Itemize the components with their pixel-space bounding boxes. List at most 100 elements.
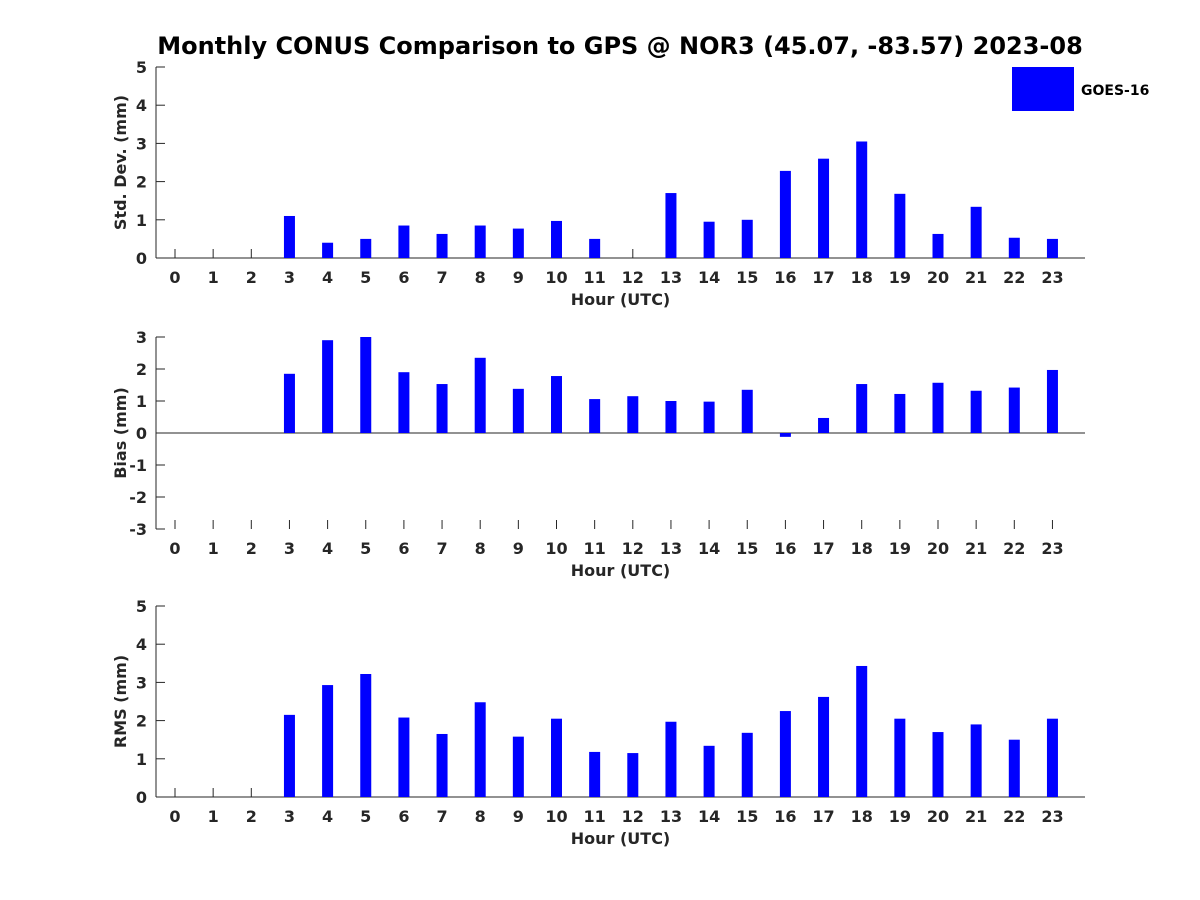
bar-hour-5 [360, 673, 372, 797]
x-tick-label: 15 [736, 268, 758, 287]
bar-hour-23 [1046, 369, 1058, 433]
bar-hour-20 [932, 382, 944, 433]
y-tick-label: 5 [136, 58, 147, 77]
y-tick-label: 3 [136, 328, 147, 347]
x-tick-label: 7 [436, 807, 447, 826]
x-tick-label: 8 [475, 268, 486, 287]
x-tick-label: 17 [812, 268, 834, 287]
x-tick-label: 13 [660, 807, 682, 826]
x-tick-label: 16 [774, 807, 796, 826]
x-tick-label: 4 [322, 807, 333, 826]
x-tick-label: 13 [660, 539, 682, 558]
bar-hour-20 [932, 732, 944, 797]
bar-hour-3 [283, 373, 295, 433]
bar-hour-16 [779, 170, 791, 258]
bar-hour-8 [474, 702, 486, 797]
x-tick-label: 9 [513, 539, 524, 558]
y-axis-label: Std. Dev. (mm) [111, 95, 130, 230]
bar-hour-7 [436, 733, 448, 797]
bar-hour-3 [283, 714, 295, 797]
x-tick-label: 14 [698, 539, 720, 558]
x-tick-label: 14 [698, 268, 720, 287]
y-tick-label: 1 [136, 211, 147, 230]
bar-hour-17 [818, 158, 830, 258]
bar-hour-16 [779, 433, 791, 437]
bar-hour-13 [665, 193, 677, 258]
y-tick-label: 2 [136, 360, 147, 379]
x-tick-label: 15 [736, 539, 758, 558]
bar-hour-6 [398, 372, 410, 433]
x-tick-label: 12 [622, 539, 644, 558]
bar-hour-9 [512, 228, 524, 258]
x-tick-label: 20 [927, 539, 949, 558]
y-axis-label: Bias (mm) [111, 387, 130, 479]
x-tick-label: 21 [965, 807, 987, 826]
x-tick-label: 10 [545, 807, 567, 826]
y-tick-label: 3 [136, 673, 147, 692]
x-tick-label: 20 [927, 268, 949, 287]
bar-hour-7 [436, 233, 448, 258]
y-tick-label: -2 [129, 488, 147, 507]
bar-hour-10 [551, 718, 562, 797]
x-tick-label: 13 [660, 268, 682, 287]
x-tick-label: 14 [698, 807, 720, 826]
x-tick-label: 22 [1003, 807, 1025, 826]
x-tick-label: 0 [169, 268, 180, 287]
x-tick-label: 19 [889, 539, 911, 558]
bar-hour-12 [627, 396, 639, 433]
bar-hour-9 [512, 388, 524, 433]
bar-hour-4 [322, 242, 334, 258]
x-tick-label: 5 [360, 807, 371, 826]
x-tick-label: 23 [1041, 539, 1063, 558]
y-tick-label: 4 [136, 635, 147, 654]
bar-hour-20 [932, 233, 944, 258]
y-tick-label: 5 [136, 597, 147, 616]
bar-hour-14 [703, 401, 715, 433]
y-tick-label: 0 [136, 788, 147, 807]
bar-hour-15 [741, 732, 753, 797]
bar-hour-13 [665, 721, 677, 797]
x-tick-label: 10 [545, 268, 567, 287]
x-tick-label: 4 [322, 268, 333, 287]
bar-hour-17 [818, 696, 830, 797]
x-tick-label: 9 [513, 807, 524, 826]
x-tick-label: 21 [965, 539, 987, 558]
bar-hour-11 [589, 751, 601, 797]
legend: GOES-16 [1012, 67, 1149, 111]
y-tick-label: 4 [136, 96, 147, 115]
bar-hour-11 [589, 238, 601, 258]
x-tick-label: 8 [475, 807, 486, 826]
bar-hour-19 [894, 193, 906, 258]
x-tick-label: 11 [584, 539, 606, 558]
bar-hour-15 [741, 219, 753, 258]
bar-hour-14 [703, 745, 715, 797]
bar-hour-8 [474, 357, 486, 433]
bar-hour-10 [551, 220, 562, 258]
x-tick-label: 2 [246, 539, 257, 558]
x-tick-label: 17 [812, 539, 834, 558]
x-tick-label: 8 [475, 539, 486, 558]
x-tick-label: 0 [169, 539, 180, 558]
y-axis-label: RMS (mm) [111, 655, 130, 748]
x-tick-label: 18 [851, 268, 873, 287]
y-tick-label: 1 [136, 392, 147, 411]
x-tick-label: 0 [169, 807, 180, 826]
x-tick-label: 3 [284, 539, 295, 558]
x-tick-label: 3 [284, 807, 295, 826]
bar-hour-5 [360, 337, 372, 433]
x-tick-label: 15 [736, 807, 758, 826]
x-tick-label: 22 [1003, 539, 1025, 558]
bar-hour-5 [360, 238, 372, 258]
bar-hour-3 [283, 215, 295, 258]
x-tick-label: 11 [584, 268, 606, 287]
x-tick-label: 18 [851, 807, 873, 826]
x-tick-label: 11 [584, 807, 606, 826]
legend-swatch [1012, 67, 1074, 111]
x-tick-label: 17 [812, 807, 834, 826]
bar-hour-21 [970, 206, 982, 258]
x-tick-label: 20 [927, 807, 949, 826]
x-tick-label: 10 [545, 539, 567, 558]
legend-label: GOES-16 [1081, 83, 1149, 99]
bar-hour-22 [1008, 739, 1020, 797]
